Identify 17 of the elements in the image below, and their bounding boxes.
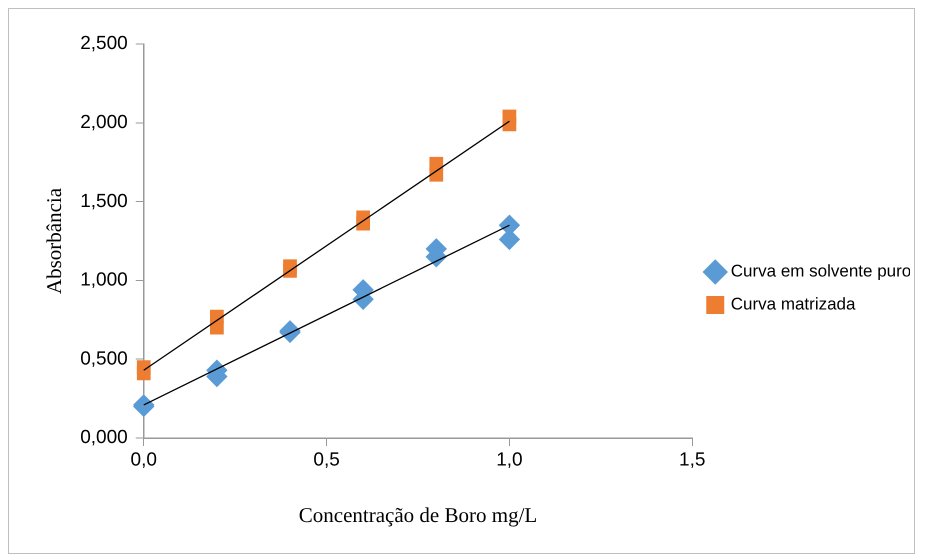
x-tick-label: 1,0 [496,450,523,471]
point [502,110,516,124]
y-tick-label: 1,000 [80,270,128,291]
point [429,156,444,171]
y-tick-label: 2,500 [80,33,128,54]
x-tick-label: 0,0 [130,450,157,471]
x-tick-label: 0,5 [313,450,340,471]
legend-label: Curva matrizada [730,294,856,314]
x-tick-label: 1,5 [679,450,706,471]
y-tick-label: 0,500 [80,348,128,370]
point [136,360,151,374]
y-tick-label: 0,000 [80,427,128,448]
point [283,259,297,274]
y-tick-label: 2,000 [80,112,128,134]
y-axis-title: Absorbância [42,187,66,294]
x-axis-title: Concentração de Boro mg/L [298,502,538,527]
y-tick-label: 1,500 [80,190,128,212]
